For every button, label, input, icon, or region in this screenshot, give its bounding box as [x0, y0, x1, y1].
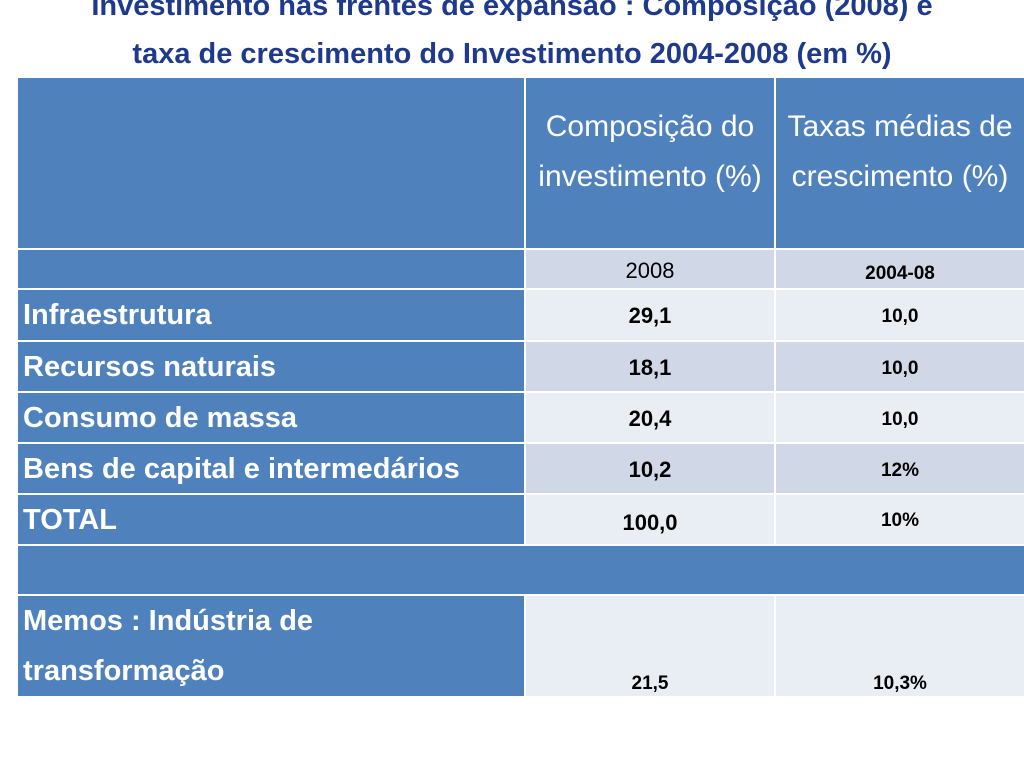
value-cell: 12%: [776, 444, 1024, 493]
header-cell: Composição do investimento (%): [526, 78, 774, 248]
label-cell: Infraestrutura: [18, 290, 524, 340]
subheader-cell: 2008: [526, 250, 774, 288]
label-cell: Memos : Indústria de transformação: [18, 596, 524, 696]
value-cell: 21,5: [526, 596, 774, 696]
value-cell: 18,1: [526, 342, 774, 391]
subheader-cell: 2004-08: [776, 250, 1024, 288]
value-cell: 10,3%: [776, 596, 1024, 696]
value-cell: 10,0: [776, 342, 1024, 391]
empty-row: [18, 546, 1024, 594]
label-cell: Bens de capital e intermedários: [18, 444, 524, 493]
value-cell: 10%: [776, 495, 1024, 544]
value-cell: 10,0: [776, 393, 1024, 442]
title-line: taxa de crescimento do Investimento 2004…: [132, 38, 892, 70]
value-cell: 10,2: [526, 444, 774, 493]
value-cell: 100,0: [526, 495, 774, 544]
label-cell: Recursos naturais: [18, 342, 524, 391]
value-cell: 20,4: [526, 393, 774, 442]
header-cell: [18, 78, 524, 248]
label-cell: [18, 250, 524, 288]
header-cell: Taxas médias de crescimento (%): [776, 78, 1024, 248]
value-cell: 29,1: [526, 290, 774, 340]
label-cell: Consumo de massa: [18, 393, 524, 442]
title-line: Investimento nas frentes de expansão : C…: [91, 0, 933, 22]
label-cell: TOTAL: [18, 495, 524, 544]
value-cell: 10,0: [776, 290, 1024, 340]
